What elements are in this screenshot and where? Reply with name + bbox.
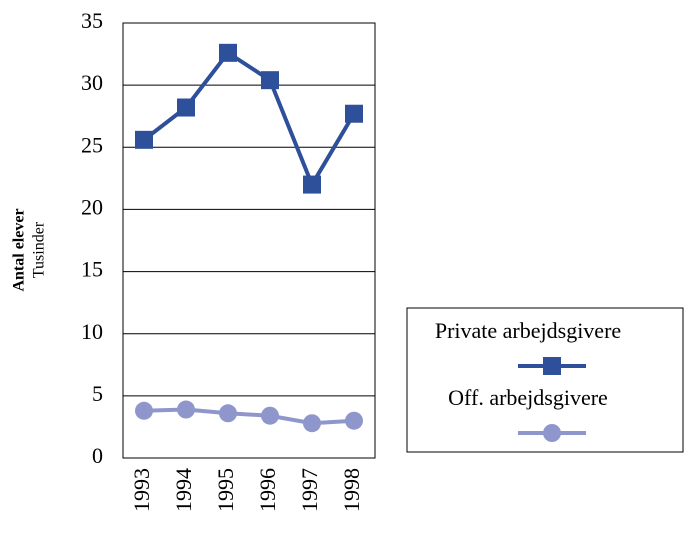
series-line [143,407,355,426]
y-tick-label: 25 [81,132,103,157]
x-tick-label: 1995 [213,468,238,512]
legend-marker [543,357,561,375]
data-point [303,175,321,194]
data-point [261,71,279,90]
x-tick-label: 1996 [255,468,280,512]
x-tick-label: 1993 [129,468,154,512]
legend-label: Private arbejdsgivere [435,318,621,343]
y-tick-label: 20 [81,194,103,219]
y-tick-label: 0 [92,443,103,468]
x-tick-label: 1998 [339,468,364,512]
x-tick-label: 1994 [171,468,196,512]
plot-frame [122,22,376,459]
data-point [345,104,363,123]
data-point [177,98,195,117]
y-tick-label: 15 [81,257,103,282]
y-tick-label: 10 [81,319,103,344]
y-axis-unit: Tusinder [31,221,48,278]
data-point [219,43,237,62]
y-tick-label: 35 [81,8,103,33]
data-point [135,130,153,149]
legend-label: Off. arbejdsgivere [448,385,608,410]
data-point [177,400,195,419]
data-point [261,406,279,425]
data-point [345,411,363,430]
x-tick-label: 1997 [297,468,322,512]
y-tick-label: 5 [92,381,103,406]
data-point [303,414,321,433]
y-axis-title: Antal elever [11,208,28,291]
legend-marker [543,424,561,442]
series-line [142,50,356,190]
y-tick-label: 30 [81,70,103,95]
data-point [135,401,153,420]
data-point [219,404,237,423]
